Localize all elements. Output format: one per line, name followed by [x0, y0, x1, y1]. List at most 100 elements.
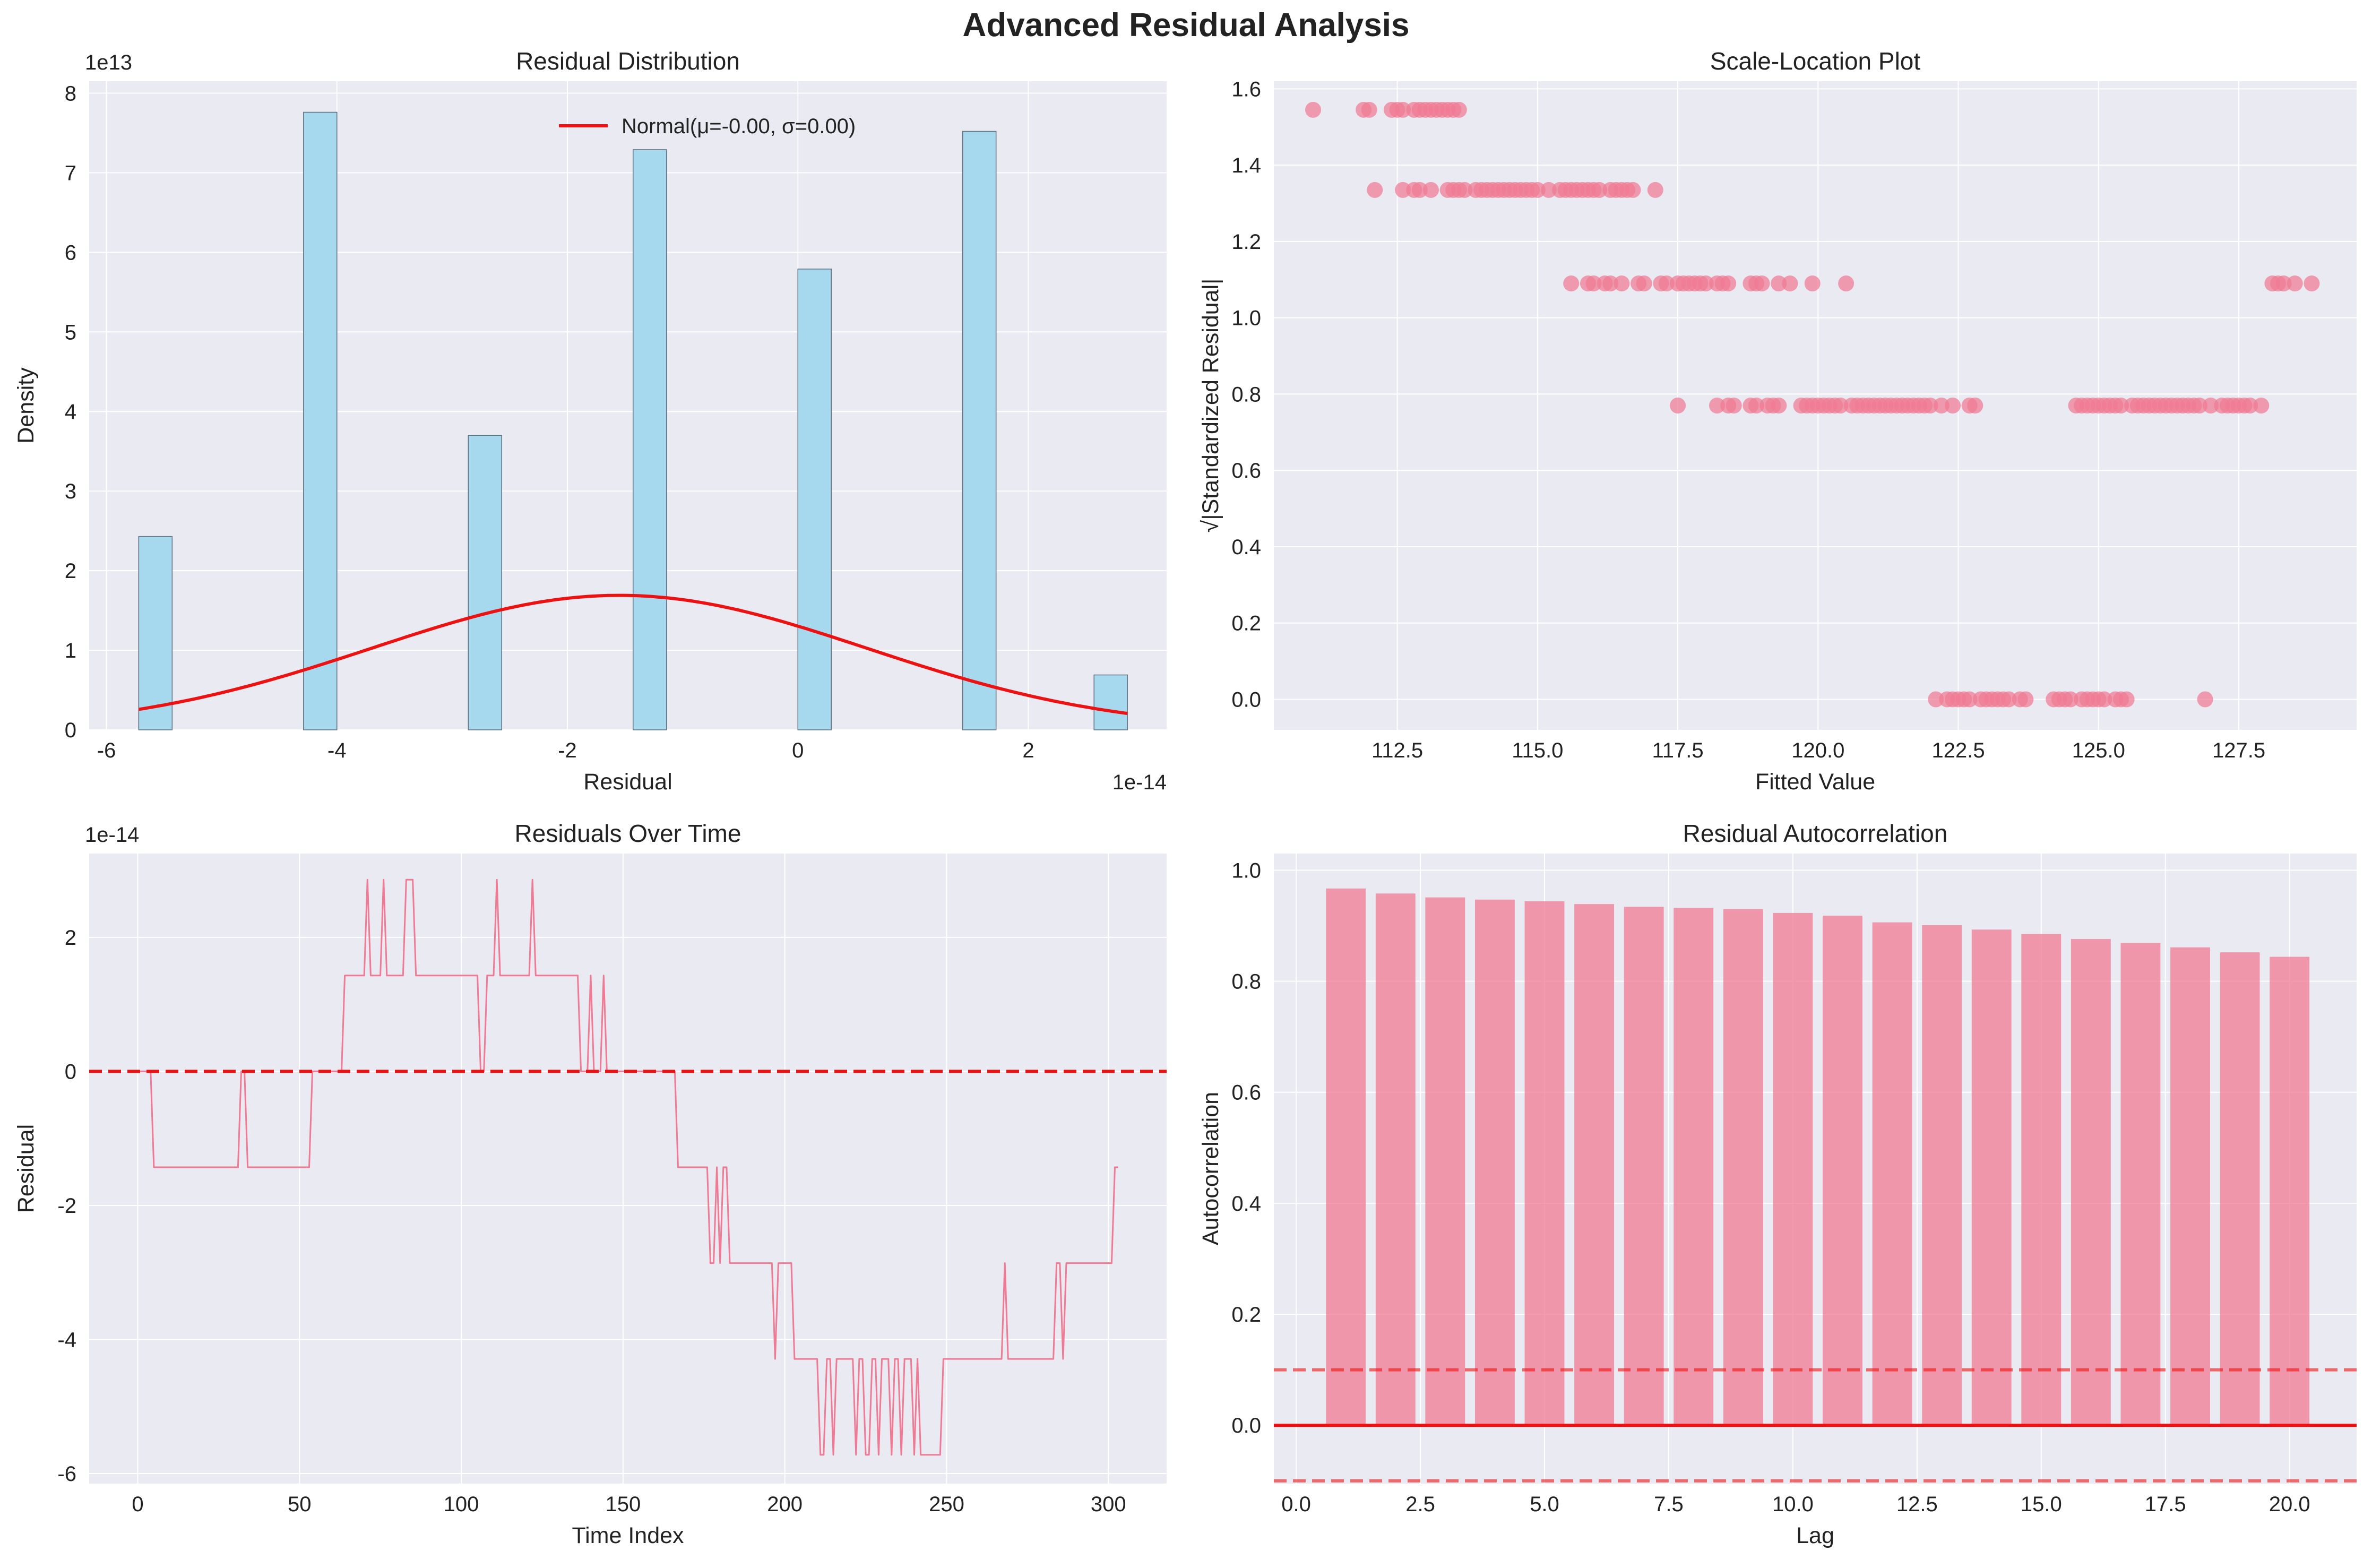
y-tick-label: 0.0: [1231, 688, 1261, 711]
y-tick-label: -6: [57, 1462, 76, 1486]
y-tick-label: 0.6: [1231, 1081, 1261, 1105]
scatter-point: [1602, 275, 1619, 291]
scatter-point: [1754, 275, 1770, 291]
autocorrelation-bar: [2170, 947, 2210, 1426]
y-tick-label: 0: [65, 1060, 76, 1083]
scatter-point: [1771, 275, 1787, 291]
normal-fit-curve: [138, 593, 1128, 716]
autocorrelation-bar: [1574, 904, 1615, 1426]
y-tick-label: 0.2: [1231, 612, 1261, 635]
y-tick-label: -2: [57, 1194, 76, 1218]
scatter-point: [1804, 275, 1821, 291]
histogram-bar: [303, 111, 338, 730]
scatter-point: [2275, 275, 2292, 291]
y-tick-label: 0.8: [1231, 383, 1261, 406]
y-axis-label: Density: [13, 367, 39, 444]
y-tick-label: 0.0: [1231, 1414, 1261, 1437]
panel-title: Scale-Location Plot: [1710, 47, 1921, 75]
y-tick-label: 0.4: [1231, 536, 1261, 559]
scale-location-panel: 112.5 115.0 117.5 120.0 122.5 125.0 127.5 0.0 0.…: [1198, 47, 2357, 795]
autocorrelation-bar: [1971, 929, 2012, 1426]
autocorrelation-bar: [1624, 907, 1664, 1426]
y-tick-label: 6: [65, 241, 76, 264]
autocorrelation-bar: [2270, 957, 2310, 1426]
scatter-point: [1720, 275, 1737, 291]
histogram-bar: [633, 149, 667, 730]
autocorrelation-bar: [1872, 922, 1912, 1426]
y-tick-label: 2: [65, 926, 76, 950]
y-tick-label: -4: [57, 1329, 76, 1352]
y-tick-label: 1.4: [1231, 154, 1261, 177]
autocorrelation-bar: [1773, 912, 1813, 1426]
x-tick-label: -6: [97, 739, 116, 762]
x-tick-label: 15.0: [2021, 1493, 2062, 1516]
panel-title: Residual Distribution: [516, 47, 740, 75]
scatter-point: [1367, 182, 1383, 198]
x-tick-label: 17.5: [2145, 1493, 2186, 1516]
scatter-point: [2192, 398, 2208, 413]
scatter-point: [1451, 101, 1467, 118]
residual-autocorrelation-panel: 0.0 2.5 5.0 7.5 10.0 12.5 15.0 17.5 20.0 0.0 0.2 0.…: [1198, 820, 2357, 1548]
y-tick-label: 0.4: [1231, 1192, 1261, 1216]
scatter-point: [1771, 398, 1787, 413]
legend-label: Normal(μ=-0.00, σ=0.00): [622, 115, 856, 138]
y-tick-label: 0: [65, 719, 76, 742]
x-tick-label: 300: [1091, 1493, 1126, 1516]
scatter-point: [2118, 691, 2135, 708]
y-tick-label: 1.0: [1231, 307, 1261, 330]
scatter-point: [2242, 398, 2258, 413]
y-tick-label: 2: [65, 559, 76, 583]
scatter-point: [1591, 182, 1608, 198]
scatter-point: [1658, 275, 1675, 291]
scatter-point: [1838, 275, 1855, 291]
figure-title: Advanced Residual Analysis: [962, 7, 1410, 44]
autocorrelation-bar: [1474, 899, 1515, 1426]
y-axis-label: Autocorrelation: [1198, 1092, 1223, 1245]
x-tick-label: 2.5: [1405, 1493, 1435, 1516]
histogram-bar: [962, 131, 997, 730]
x-axis-label: Fitted Value: [1755, 769, 1875, 795]
scatter-point: [1922, 398, 1938, 413]
scatter-point: [1529, 182, 1546, 198]
scatter-point: [1967, 398, 1983, 413]
y-tick-label: 1.6: [1231, 77, 1261, 101]
x-tick-label: 250: [929, 1493, 964, 1516]
x-tick-label: 0: [132, 1493, 143, 1516]
autocorrelation-bar: [2120, 943, 2161, 1426]
scatter-point: [1933, 398, 1950, 413]
plot-area: [89, 81, 1167, 730]
scatter-point: [1563, 275, 1580, 291]
y-tick-label: 5: [65, 321, 76, 344]
y-tick-label: 3: [65, 480, 76, 503]
scatter-point: [1726, 398, 1742, 413]
scatter-point: [1456, 182, 1473, 198]
histogram-bar: [468, 435, 503, 730]
x-tick-label: 12.5: [1896, 1493, 1938, 1516]
scatter-point: [1361, 101, 1377, 118]
y-tick-label: 1.2: [1231, 230, 1261, 254]
y-tick-label: 0.6: [1231, 459, 1261, 483]
x-tick-label: 20.0: [2269, 1493, 2310, 1516]
scatter-point: [2197, 691, 2213, 708]
y-offset-text: 1e13: [85, 51, 132, 74]
scatter-point: [1748, 398, 1765, 413]
residuals-over-time-panel: 0 50 100 150 200 250 300 -6 -4 -2 0 2 Residuals Over…: [13, 820, 1167, 1548]
x-tick-label: 100: [444, 1493, 479, 1516]
scatter-point: [1411, 182, 1428, 198]
autocorrelation-bar: [1524, 901, 1565, 1426]
scatter-point: [1709, 398, 1726, 413]
autocorrelation-bar: [1823, 916, 1862, 1426]
x-axis-label: Residual: [583, 769, 672, 795]
scatter-point: [1636, 275, 1652, 291]
x-axis-label: Time Index: [572, 1523, 684, 1548]
autocorrelation-bar: [1723, 909, 1763, 1426]
y-tick-label: 0.8: [1231, 970, 1261, 994]
scatter-point: [1647, 182, 1663, 198]
x-tick-label: 50: [288, 1493, 312, 1516]
y-tick-label: 1: [65, 639, 76, 662]
scatter-point: [2017, 691, 2034, 708]
x-tick-label: 2: [1022, 739, 1034, 762]
histogram-bar: [1093, 674, 1128, 730]
scatter-point: [1585, 275, 1602, 291]
x-axis-label: Lag: [1796, 1523, 1834, 1548]
